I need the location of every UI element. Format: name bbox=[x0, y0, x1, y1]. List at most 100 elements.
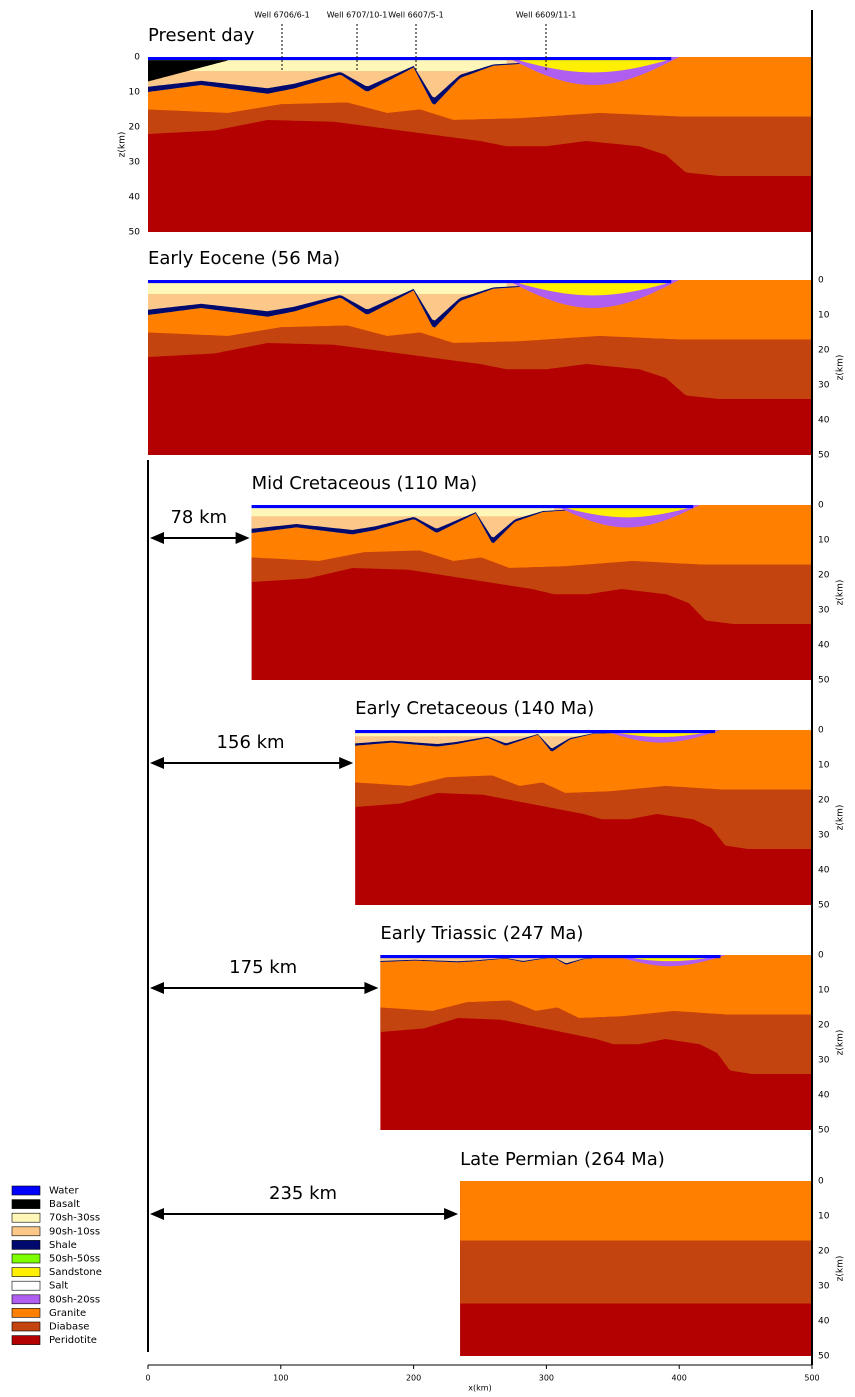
z-axis-label: z(km) bbox=[836, 1030, 846, 1056]
z-tick-label: 0 bbox=[134, 53, 140, 63]
section-panel bbox=[380, 955, 812, 1130]
z-axis-label: z(km) bbox=[118, 132, 128, 158]
section-panel bbox=[355, 730, 812, 905]
arrow-head bbox=[444, 1208, 458, 1220]
z-tick-label: 50 bbox=[818, 676, 830, 686]
offset-label: 235 km bbox=[269, 1183, 337, 1204]
z-tick-label: 40 bbox=[129, 193, 141, 203]
figure: Present day 0 10 20 30 40 50 z(km) Early Eocene … bbox=[0, 0, 855, 1393]
diabase-layer bbox=[460, 1241, 812, 1304]
section-panel bbox=[148, 280, 812, 455]
arrow-head bbox=[150, 757, 164, 769]
panel-title: Mid Cretaceous (110 Ma) bbox=[252, 473, 478, 494]
panel-title: Early Triassic (247 Ma) bbox=[380, 923, 583, 944]
z-axis-label: z(km) bbox=[836, 1256, 846, 1282]
x-tick-label: 300 bbox=[539, 1374, 554, 1383]
z-tick-label: 10 bbox=[129, 88, 141, 98]
well-label: Well 6609/11-1 bbox=[516, 11, 577, 20]
z-tick-label: 0 bbox=[818, 501, 824, 511]
legend-label: 90sh-10ss bbox=[49, 1226, 100, 1237]
section-panel bbox=[460, 1181, 812, 1356]
legend-label: Shale bbox=[49, 1240, 77, 1251]
legend-swatch bbox=[12, 1322, 40, 1331]
z-tick-label: 10 bbox=[818, 1212, 830, 1222]
legend-swatch bbox=[12, 1240, 40, 1249]
panel-title: Early Eocene (56 Ma) bbox=[148, 248, 340, 269]
z-tick-label: 10 bbox=[818, 311, 830, 321]
panel-title: Early Cretaceous (140 Ma) bbox=[355, 698, 594, 719]
z-axis-label: z(km) bbox=[836, 580, 846, 606]
legend-swatch bbox=[12, 1213, 40, 1222]
z-tick-label: 50 bbox=[818, 451, 830, 461]
water-layer bbox=[148, 57, 671, 60]
x-axis-label: x(km) bbox=[468, 1384, 491, 1393]
z-tick-label: 30 bbox=[818, 831, 830, 841]
x-tick-label: 200 bbox=[406, 1374, 421, 1383]
section-panel bbox=[252, 505, 812, 680]
z-tick-label: 30 bbox=[818, 381, 830, 391]
panel-title: Present day bbox=[148, 25, 255, 46]
arrow-head bbox=[339, 757, 353, 769]
well-label: Well 6607/5-1 bbox=[388, 11, 443, 20]
well-label: Well 6706/6-1 bbox=[254, 11, 309, 20]
panel-title: Late Permian (264 Ma) bbox=[460, 1149, 665, 1170]
legend-label: Water bbox=[49, 1186, 79, 1197]
water-layer bbox=[252, 505, 694, 508]
legend-swatch bbox=[12, 1336, 40, 1345]
z-tick-label: 30 bbox=[818, 606, 830, 616]
z-tick-label: 50 bbox=[818, 901, 830, 911]
legend-label: Salt bbox=[49, 1281, 68, 1292]
legend-swatch bbox=[12, 1227, 40, 1236]
legend-swatch bbox=[12, 1281, 40, 1290]
offset-label: 175 km bbox=[229, 957, 297, 978]
z-tick-label: 20 bbox=[818, 1247, 830, 1257]
offset-label: 78 km bbox=[170, 507, 227, 528]
water-layer bbox=[148, 280, 671, 283]
z-tick-label: 40 bbox=[818, 416, 830, 426]
x-tick-label: 0 bbox=[145, 1374, 150, 1383]
legend-swatch bbox=[12, 1295, 40, 1304]
arrow-head bbox=[150, 982, 164, 994]
x-tick-label: 400 bbox=[672, 1374, 687, 1383]
x-tick-label: 100 bbox=[273, 1374, 288, 1383]
legend-swatch bbox=[12, 1268, 40, 1277]
arrow-head bbox=[150, 532, 164, 544]
legend-swatch bbox=[12, 1308, 40, 1317]
z-tick-label: 50 bbox=[818, 1352, 830, 1362]
z-tick-label: 20 bbox=[818, 796, 830, 806]
z-tick-label: 20 bbox=[818, 1021, 830, 1031]
z-tick-label: 10 bbox=[818, 536, 830, 546]
x-tick-label: 500 bbox=[804, 1374, 819, 1383]
legend-label: Diabase bbox=[49, 1322, 89, 1333]
legend-swatch bbox=[12, 1186, 40, 1195]
z-tick-label: 0 bbox=[818, 951, 824, 961]
arrow-head bbox=[150, 1208, 164, 1220]
well-label: Well 6707/10-1 bbox=[327, 11, 388, 20]
z-tick-label: 40 bbox=[818, 1091, 830, 1101]
legend-label: Peridotite bbox=[49, 1335, 97, 1346]
z-tick-label: 30 bbox=[818, 1282, 830, 1292]
legend-label: Granite bbox=[49, 1308, 86, 1319]
legend-swatch bbox=[12, 1254, 40, 1263]
z-tick-label: 40 bbox=[818, 641, 830, 651]
z-tick-label: 20 bbox=[818, 346, 830, 356]
z-tick-label: 30 bbox=[129, 158, 141, 168]
section-panel bbox=[148, 57, 812, 232]
legend-label: Basalt bbox=[49, 1199, 80, 1210]
z-tick-label: 10 bbox=[818, 986, 830, 996]
z-axis-label: z(km) bbox=[836, 355, 846, 381]
z-tick-label: 50 bbox=[818, 1126, 830, 1136]
z-tick-label: 0 bbox=[818, 726, 824, 736]
legend-swatch bbox=[12, 1200, 40, 1209]
legend-label: Sandstone bbox=[49, 1267, 102, 1278]
water-layer bbox=[380, 955, 720, 958]
z-tick-label: 10 bbox=[818, 761, 830, 771]
granite-layer bbox=[460, 1181, 812, 1241]
offset-label: 156 km bbox=[217, 732, 285, 753]
z-tick-label: 20 bbox=[129, 123, 141, 133]
z-tick-label: 50 bbox=[129, 228, 141, 238]
z-tick-label: 20 bbox=[818, 571, 830, 581]
z-tick-label: 0 bbox=[818, 1177, 824, 1187]
arrow-head bbox=[364, 982, 378, 994]
legend-label: 50sh-50ss bbox=[49, 1254, 100, 1265]
